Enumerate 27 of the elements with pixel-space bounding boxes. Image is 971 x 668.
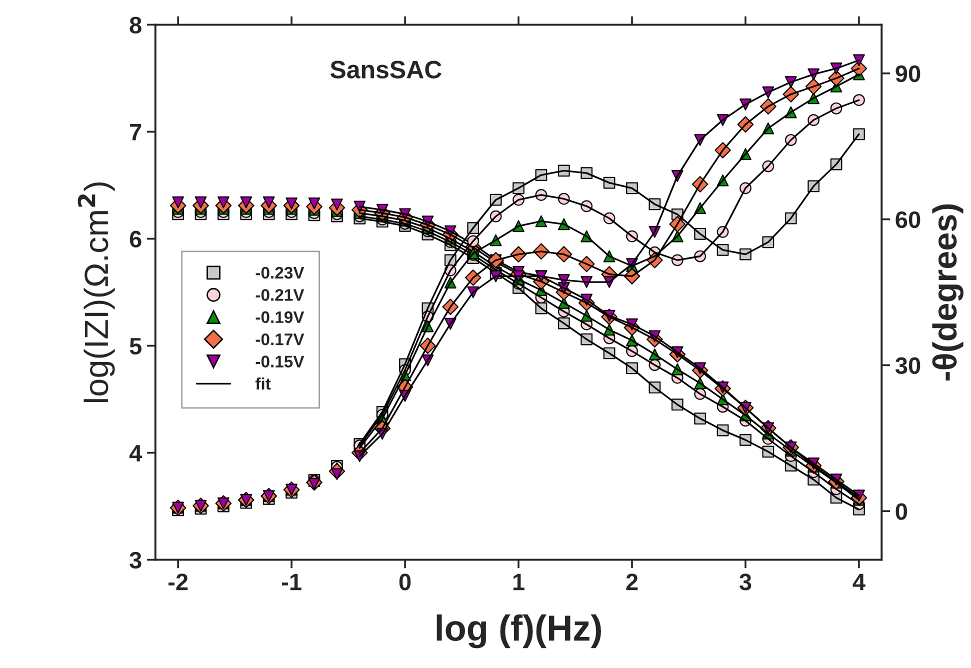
legend-label: -0.15V — [256, 356, 304, 368]
y-tick-label: 8 — [130, 16, 142, 34]
y2-tick-label: 60 — [896, 211, 920, 228]
x-tick-label: 0 — [399, 574, 411, 590]
y2-tick-label: 30 — [895, 357, 920, 374]
x-axis-title: log (f)(Hz) — [436, 614, 601, 648]
legend-label: fit — [255, 377, 271, 390]
legend-label: -0.17V — [256, 333, 304, 346]
y-tick-label: 3 — [130, 552, 142, 569]
y2-tick-label: 0 — [896, 503, 908, 520]
y-tick-label: 5 — [130, 338, 142, 355]
y2-tick-label: 90 — [896, 65, 920, 82]
y-tick-label: 4 — [129, 445, 142, 462]
y-axis-title: log(IZI)(Ω.cm$^{2}$) — [78, 182, 115, 402]
y-tick-label: 7 — [130, 124, 142, 140]
legend-label: -0.19V — [256, 311, 304, 324]
x-tick-label: 3 — [739, 574, 752, 590]
x-tick-label: 1 — [513, 574, 524, 590]
x-tick-label: 2 — [626, 574, 638, 590]
y2-axis-title: -θ(degrees) — [932, 204, 964, 381]
x-tick-label: 4 — [852, 574, 866, 590]
x-tick-label: -1 — [282, 574, 302, 590]
legend-label: -0.23V — [256, 266, 304, 279]
annotation: SansSAC — [330, 60, 442, 78]
legend-label: -0.21V — [256, 289, 304, 301]
y-tick-label: 6 — [130, 230, 142, 248]
x-tick-label: -2 — [168, 574, 188, 590]
